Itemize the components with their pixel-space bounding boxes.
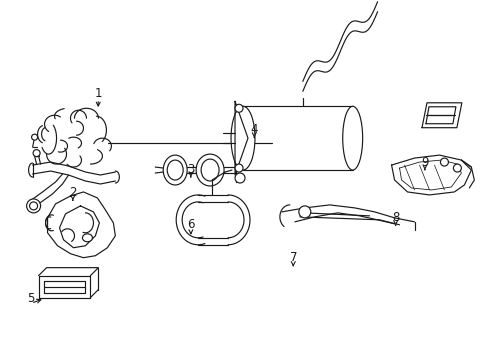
Ellipse shape [342, 106, 362, 170]
Circle shape [235, 164, 243, 172]
Circle shape [298, 206, 310, 218]
Ellipse shape [230, 106, 254, 170]
Circle shape [235, 104, 243, 112]
Ellipse shape [167, 160, 183, 180]
Text: 4: 4 [250, 123, 258, 136]
Ellipse shape [82, 234, 92, 242]
Circle shape [32, 134, 38, 140]
Ellipse shape [196, 154, 224, 186]
Circle shape [235, 173, 244, 183]
Circle shape [26, 199, 41, 213]
Text: 1: 1 [94, 87, 102, 100]
Text: 9: 9 [420, 156, 428, 168]
Circle shape [235, 157, 244, 167]
Text: 5: 5 [27, 292, 35, 305]
Circle shape [30, 202, 38, 210]
Circle shape [440, 158, 447, 166]
Text: 2: 2 [69, 186, 77, 199]
Text: 8: 8 [391, 211, 399, 224]
Text: 3: 3 [187, 163, 194, 176]
Ellipse shape [163, 155, 187, 185]
Ellipse shape [201, 159, 219, 181]
Circle shape [33, 150, 40, 157]
Circle shape [452, 164, 461, 172]
Text: 6: 6 [187, 218, 194, 231]
Text: 7: 7 [289, 251, 296, 264]
